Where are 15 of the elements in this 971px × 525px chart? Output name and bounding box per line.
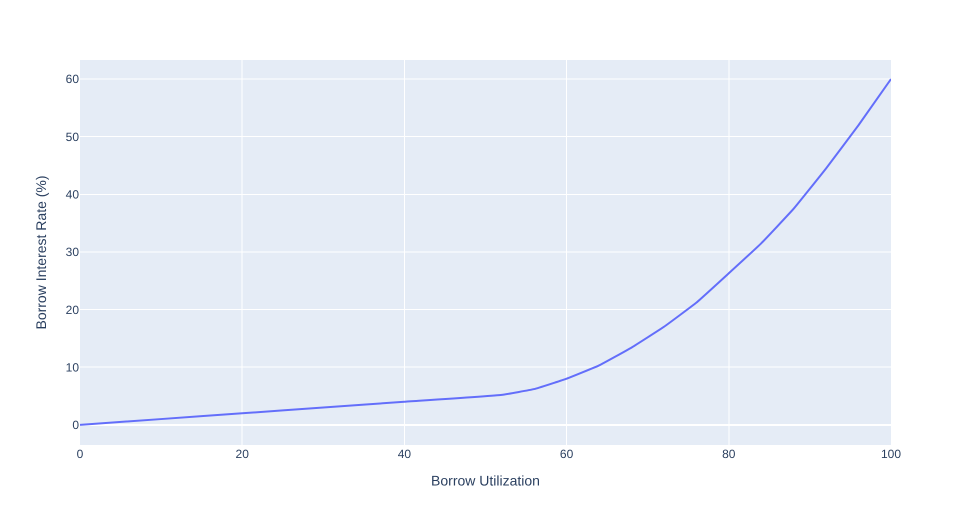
y-tick-label: 40 [66, 187, 80, 202]
x-tick-label: 20 [236, 447, 250, 461]
x-tick-label: 60 [560, 447, 574, 461]
y-tick-label: 60 [66, 72, 80, 86]
y-tick-label: 0 [72, 418, 80, 432]
y-tick-label: 20 [66, 302, 80, 317]
y-tick-label: 30 [66, 245, 80, 260]
x-tick-label: 40 [398, 447, 412, 461]
line-series [80, 78, 891, 426]
x-axis-title: Borrow Utilization [431, 472, 540, 488]
y-axis-title: Borrow Interest Rate (%) [33, 175, 50, 330]
y-tick-label: 10 [66, 360, 80, 374]
x-tick-label: 80 [722, 447, 736, 461]
x-tick-label: 100 [880, 447, 902, 461]
y-tick-label: 50 [66, 130, 80, 144]
